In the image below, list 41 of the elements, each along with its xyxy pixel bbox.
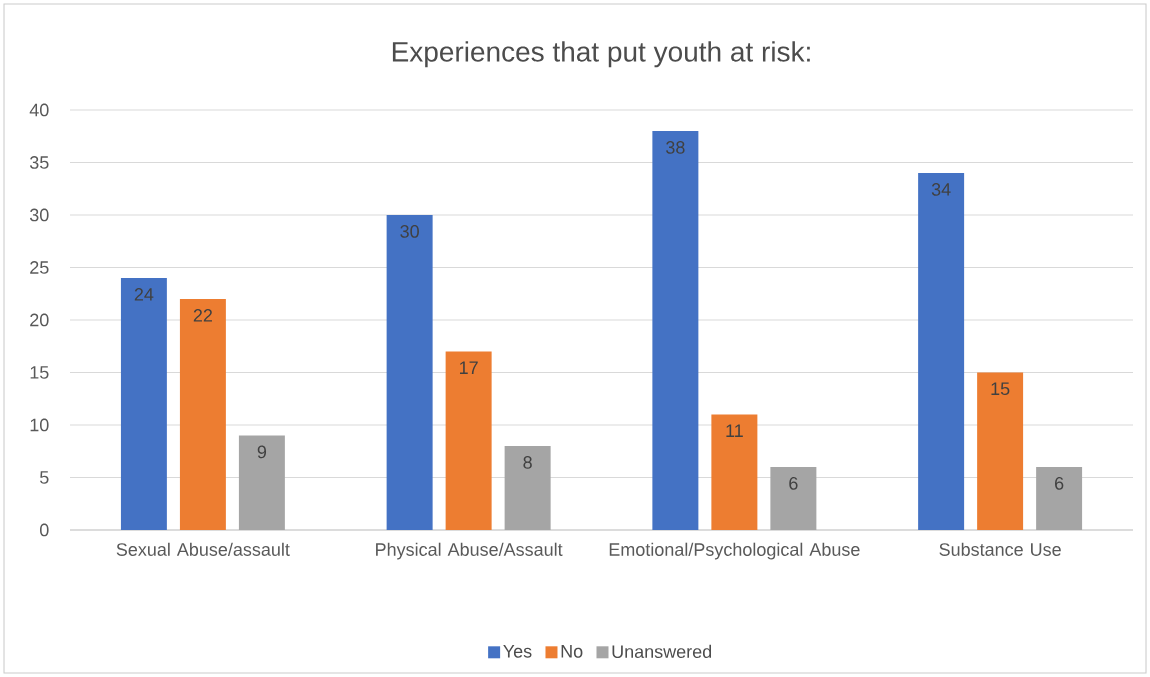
legend-label: Unanswered: [612, 644, 712, 658]
bar: [179, 298, 226, 530]
bar: [770, 466, 817, 530]
y-tick-label: 15: [30, 366, 49, 379]
data-label: 22: [193, 309, 212, 322]
y-tick-label: 25: [30, 261, 49, 274]
bar: [504, 445, 551, 530]
y-tick-label: 40: [29, 103, 49, 117]
bar: [918, 172, 965, 530]
data-label: 17: [460, 361, 478, 374]
x-tick-label: Sexual Abuse/assault: [116, 542, 290, 556]
data-label: 6: [789, 477, 798, 490]
data-label: 24: [134, 288, 154, 301]
x-tick-label: Substance Use: [939, 542, 1061, 556]
x-tick-label: Emotional/Psychological Abuse: [609, 542, 860, 560]
y-tick-label: 5: [40, 471, 49, 484]
data-label: 30: [400, 225, 419, 238]
y-tick-label: 0: [40, 523, 49, 537]
chart-title: Experiences that put youth at risk:: [392, 41, 810, 68]
data-label: 9: [257, 445, 267, 459]
y-tick-label: 35: [29, 156, 49, 169]
bar: [120, 277, 167, 530]
data-label: 34: [931, 183, 951, 196]
data-label: 6: [1055, 477, 1064, 490]
y-tick-label: 30: [29, 208, 49, 222]
y-tick-label: 10: [30, 418, 49, 432]
data-label: 8: [523, 456, 532, 469]
legend-label: Yes: [503, 645, 532, 658]
y-tick-label: 20: [30, 313, 49, 327]
legend-label: No: [561, 645, 583, 658]
bar: [652, 130, 699, 530]
bar: [238, 435, 285, 530]
bar: [445, 351, 492, 530]
data-label: 15: [991, 382, 1010, 396]
data-label: 38: [666, 141, 685, 154]
bar: [386, 214, 433, 530]
bar: [1036, 466, 1083, 530]
bar: [711, 414, 758, 530]
bar: [977, 372, 1024, 530]
x-tick-label: Physical Abuse/Assault: [376, 542, 563, 560]
data-label: 11: [726, 424, 743, 437]
